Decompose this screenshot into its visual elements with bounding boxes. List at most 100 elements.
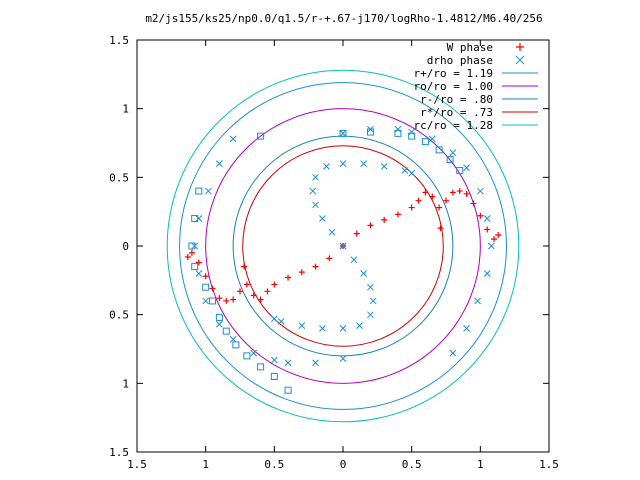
square-marker (232, 341, 240, 349)
cross-marker (339, 325, 347, 332)
cross-marker (319, 325, 326, 332)
reference-circle (205, 108, 481, 384)
legend-label: r+/ro = 1.19 (414, 67, 493, 80)
cross-marker (339, 130, 347, 137)
x-tick-label: 1 (477, 458, 484, 471)
square-marker (195, 187, 203, 195)
reference-circle (179, 82, 507, 410)
plus-marker (209, 285, 216, 292)
cross-marker (216, 320, 223, 328)
cross-marker (360, 270, 367, 277)
x-tick-label: 1.5 (127, 458, 147, 471)
cross-marker (408, 169, 416, 177)
cross-marker (205, 187, 212, 195)
cross-marker (202, 297, 210, 305)
y-tick-label: 1 (122, 103, 129, 116)
cross-marker (394, 125, 402, 133)
plus-marker (491, 236, 498, 243)
y-tick-label: 0.5 (109, 171, 129, 184)
plus-marker (422, 189, 429, 196)
cross-marker (350, 256, 358, 264)
square-marker (209, 297, 217, 305)
plus-marker (463, 190, 470, 197)
square-marker (456, 166, 464, 174)
square-marker (215, 313, 223, 321)
y-tick-label: 1.5 (109, 34, 129, 47)
square-marker (394, 129, 402, 137)
plus-marker (241, 263, 248, 270)
y-tick-label: 0.5 (109, 309, 129, 322)
cross-marker (463, 164, 470, 172)
cross-marker (195, 270, 203, 277)
square-marker (421, 138, 429, 146)
cross-marker (449, 149, 457, 156)
square-marker (270, 372, 278, 380)
plus-marker (449, 189, 456, 196)
plus-marker (353, 230, 360, 237)
cross-marker (312, 201, 319, 209)
plus-marker (367, 222, 374, 229)
plus-marker (443, 197, 449, 204)
reference-circles (166, 69, 520, 423)
cross-marker (229, 135, 237, 143)
cross-marker (312, 173, 319, 181)
cross-marker (328, 228, 336, 236)
y-tick-label: 0 (122, 240, 129, 253)
square-marker (339, 129, 347, 137)
plus-marker (188, 249, 195, 256)
plus-marker (285, 274, 292, 281)
plus-marker (408, 204, 415, 211)
cross-marker (360, 160, 367, 167)
cross-marker (380, 162, 388, 170)
legend-label: drho phase (427, 54, 493, 67)
cross-marker (339, 160, 347, 167)
plus-marker (195, 259, 202, 266)
cross-marker (250, 349, 258, 357)
cross-marker (367, 283, 374, 291)
plus-marker (312, 263, 319, 270)
cross-marker (401, 167, 409, 174)
plus-marker (243, 281, 250, 288)
reference-circle (166, 69, 520, 423)
plus-marker (264, 288, 271, 295)
cross-marker (428, 135, 436, 143)
cross-marker (483, 215, 491, 222)
cross-marker (356, 322, 363, 330)
plus-marker (381, 216, 388, 223)
square-marker (243, 352, 251, 360)
plus-marker (429, 193, 436, 200)
cross-marker (449, 349, 457, 357)
x-tick-label: 1 (202, 458, 209, 471)
square-marker (222, 327, 230, 335)
plus-marker (484, 226, 491, 233)
cross-marker (309, 187, 317, 195)
plus-marker (223, 297, 230, 304)
plus-marker (216, 295, 223, 302)
cross-marker (319, 215, 326, 222)
cross-marker (474, 297, 481, 305)
series-group (188, 128, 464, 394)
square-marker (408, 132, 416, 140)
x-tick-label: 1.5 (539, 458, 559, 471)
series-group (184, 188, 502, 304)
cross-marker (284, 359, 292, 367)
cross-marker (476, 187, 484, 195)
cross-marker (216, 160, 223, 167)
reference-circle (242, 145, 444, 347)
x-tick-label: 0.5 (264, 458, 284, 471)
plus-marker (202, 273, 209, 280)
cross-marker (312, 359, 319, 367)
square-marker (284, 386, 292, 394)
square-marker (191, 263, 199, 271)
cross-marker (277, 318, 285, 325)
plus-marker (250, 292, 257, 299)
y-tick-label: 1.5 (109, 446, 129, 459)
cross-marker (339, 355, 347, 362)
square-marker (257, 363, 265, 371)
cross-marker (408, 128, 416, 136)
plus-marker (230, 296, 237, 303)
cross-marker (515, 55, 525, 65)
square-marker (435, 146, 443, 154)
